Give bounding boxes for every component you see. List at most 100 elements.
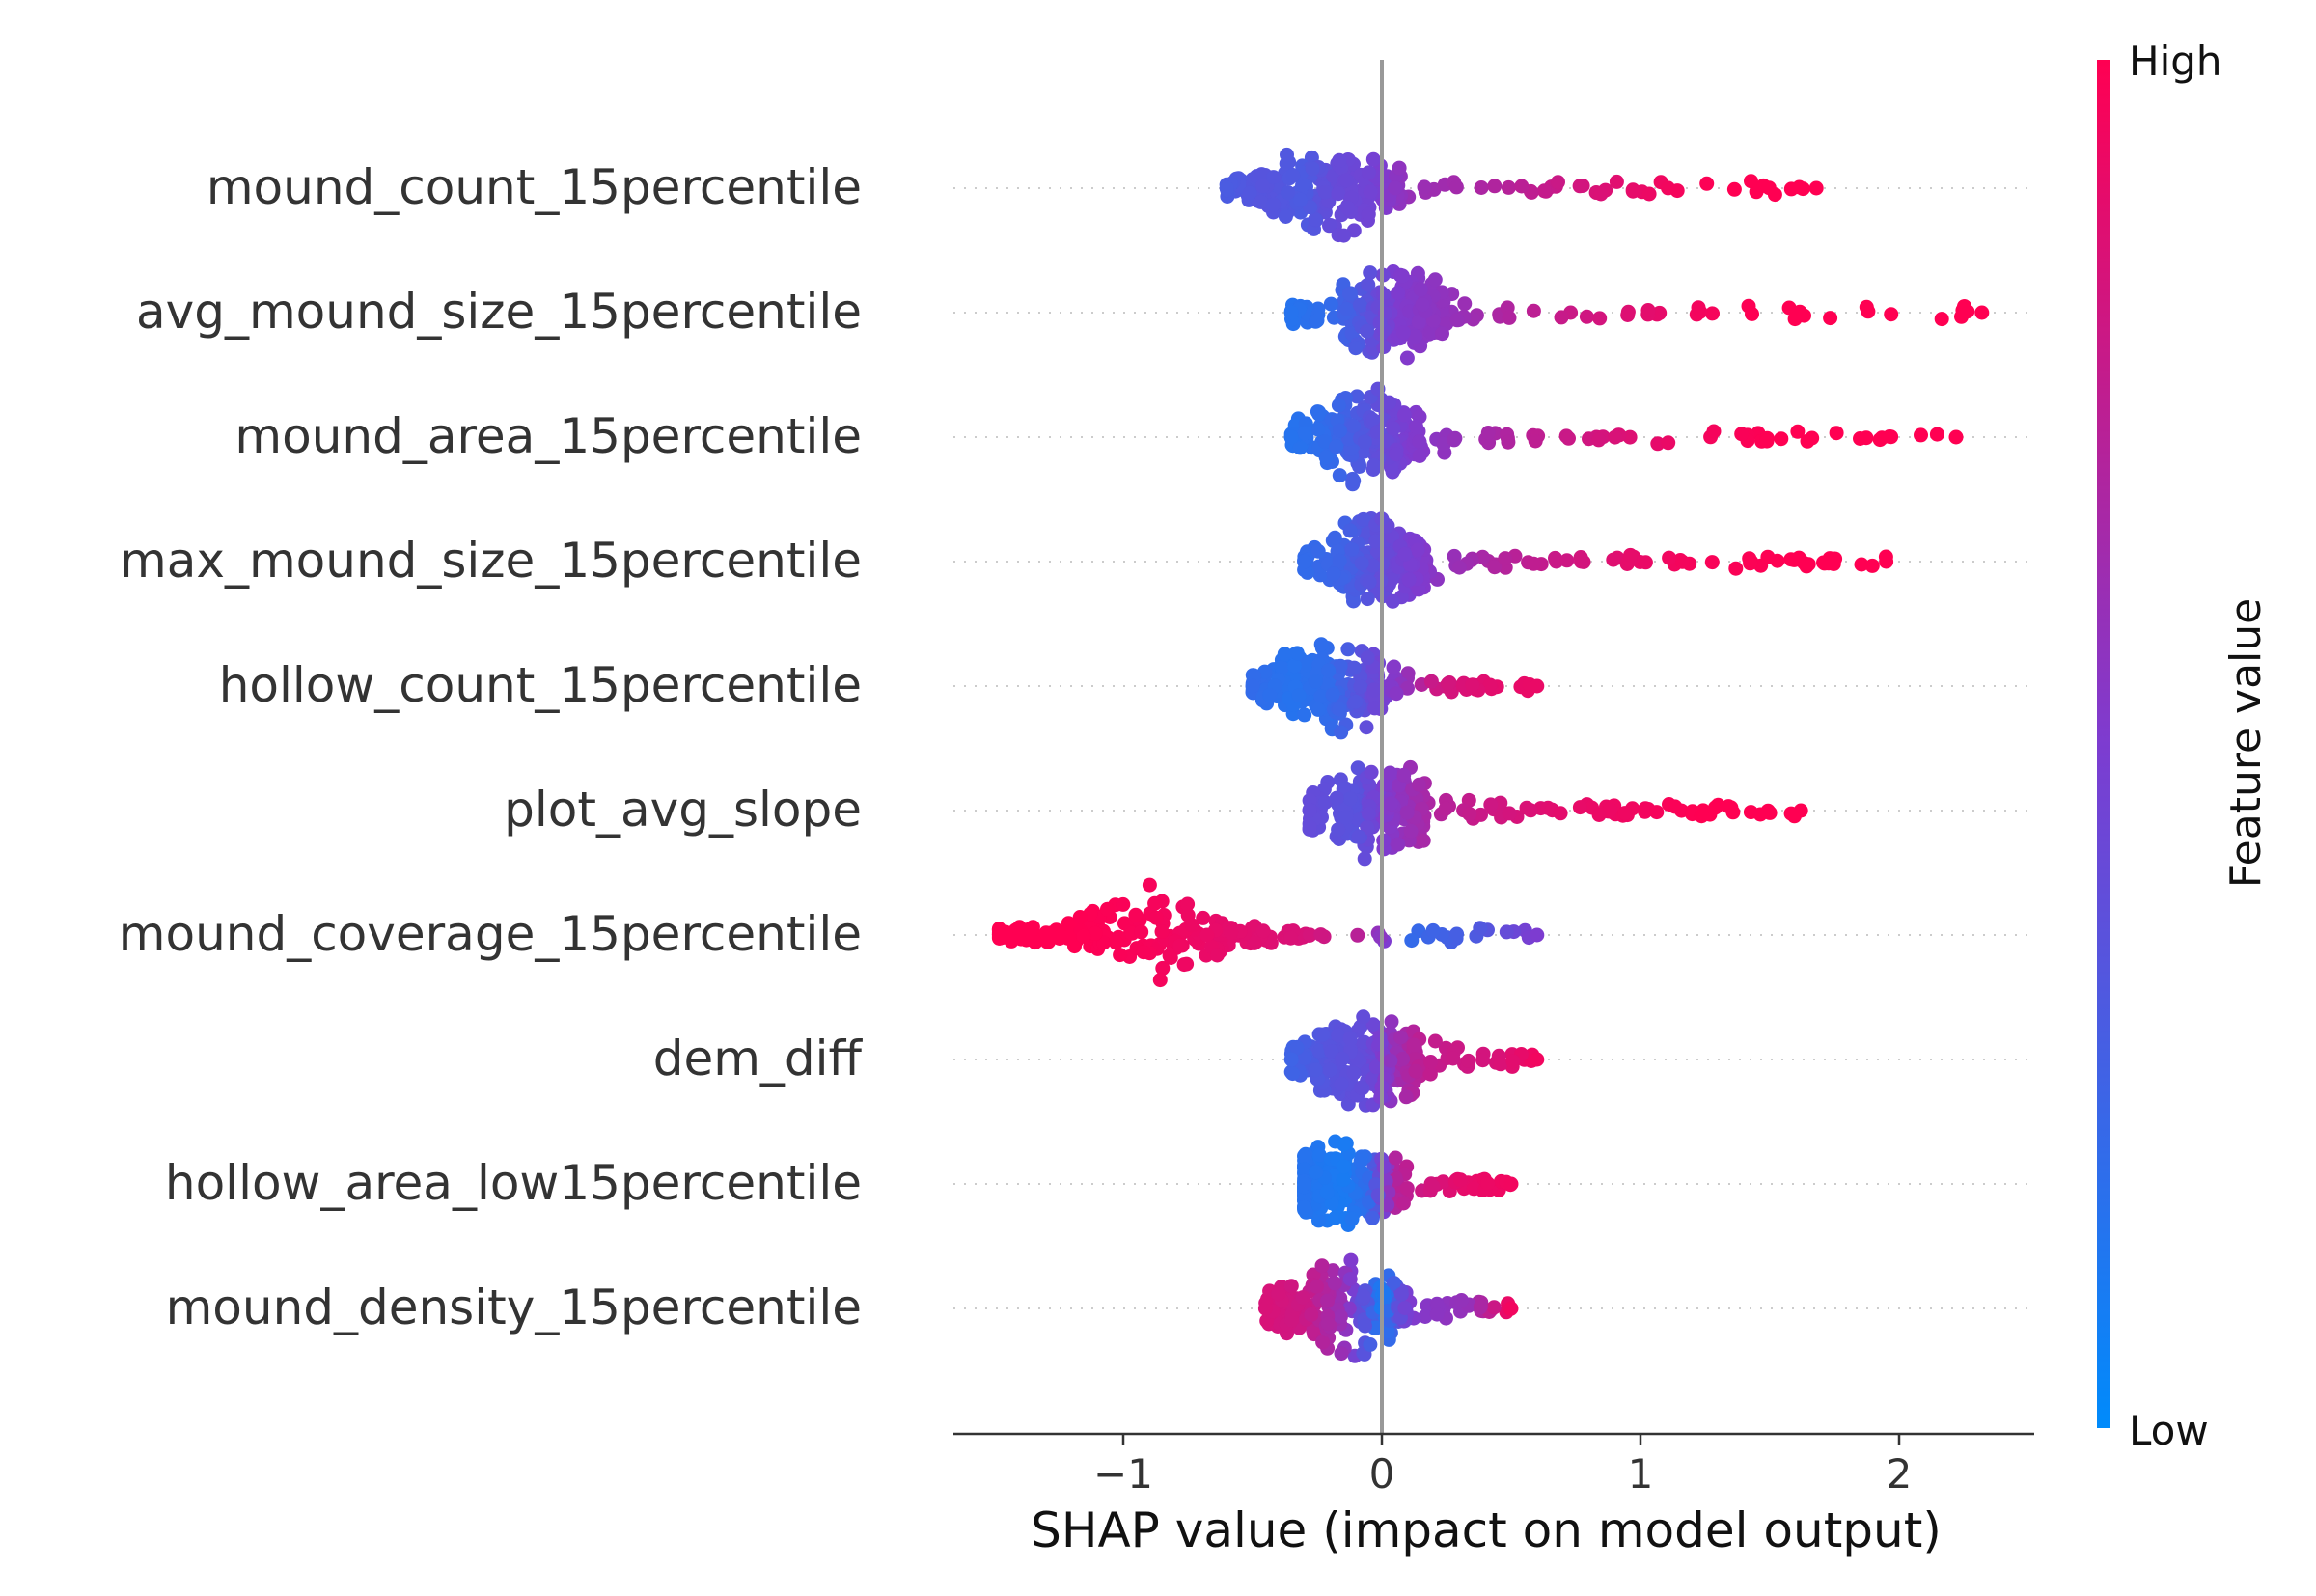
- shap-point: [1333, 658, 1348, 674]
- shap-point: [1344, 1211, 1360, 1226]
- shap-point: [1393, 1030, 1408, 1045]
- shap-point: [1053, 929, 1068, 945]
- shap-point: [1823, 311, 1838, 326]
- shap-point: [1530, 927, 1545, 943]
- shap-point: [1356, 1009, 1371, 1025]
- shap-point: [1323, 296, 1338, 312]
- shap-point: [1327, 1276, 1342, 1291]
- shap-point: [1285, 1066, 1301, 1082]
- shap-point: [1528, 433, 1543, 449]
- shap-point: [1625, 183, 1640, 199]
- shap-point: [1404, 933, 1420, 949]
- shap-point: [1096, 935, 1112, 950]
- shap-point: [1638, 801, 1653, 816]
- shap-point: [1142, 877, 1157, 893]
- shap-point: [1353, 1080, 1368, 1095]
- shap-point: [1088, 925, 1103, 941]
- shap-point: [1793, 803, 1808, 818]
- shap-point: [1349, 389, 1365, 404]
- shap-point: [1447, 432, 1462, 448]
- shap-point: [1352, 297, 1367, 313]
- shap-point: [1295, 1290, 1310, 1306]
- shap-point: [1498, 551, 1513, 566]
- shap-point: [1302, 927, 1317, 943]
- shap-point: [1391, 837, 1406, 852]
- colorbar-high-label: High: [2129, 38, 2222, 85]
- shap-point: [1283, 429, 1299, 445]
- shap-point: [1380, 1324, 1395, 1339]
- shap-point: [1245, 678, 1260, 694]
- shap-point: [1297, 707, 1312, 723]
- shap-point: [1304, 1307, 1319, 1322]
- shap-point: [1435, 326, 1449, 342]
- shap-point: [1185, 918, 1199, 933]
- shap-point: [1408, 329, 1423, 344]
- shap-point: [1425, 922, 1441, 938]
- shap-point: [1661, 435, 1676, 451]
- shap-point: [1342, 1031, 1358, 1046]
- shap-point: [1361, 277, 1376, 292]
- shap-point: [1662, 550, 1677, 565]
- shap-point: [1335, 1051, 1350, 1066]
- feature-points: [1297, 1134, 1519, 1232]
- shap-point: [1180, 896, 1196, 912]
- shap-points: [991, 147, 1990, 1363]
- feature-label: avg_mound_size_15percentile: [136, 284, 862, 340]
- shap-point: [1743, 556, 1758, 571]
- shap-point: [1669, 183, 1685, 199]
- shap-point: [1705, 306, 1720, 321]
- shap-point: [1728, 561, 1744, 576]
- shap-point: [1278, 209, 1293, 224]
- shap-point: [1864, 558, 1880, 573]
- shap-point: [1530, 1052, 1545, 1067]
- shap-point: [1224, 924, 1239, 940]
- shap-point: [1759, 433, 1775, 449]
- shap-point: [1675, 554, 1690, 569]
- shap-point: [1315, 1335, 1331, 1350]
- feature-points: [1283, 264, 1990, 366]
- shap-point: [1360, 323, 1375, 339]
- shap-point: [1699, 176, 1715, 191]
- shap-point: [1346, 419, 1361, 434]
- shap-point: [1422, 324, 1438, 340]
- shap-point: [1801, 557, 1816, 572]
- shap-point: [1297, 554, 1312, 569]
- shap-point: [1297, 1176, 1312, 1192]
- shap-point: [1354, 556, 1369, 571]
- shap-point: [1706, 424, 1722, 439]
- feature-label: max_mound_size_15percentile: [120, 533, 862, 589]
- shap-point: [1283, 930, 1299, 946]
- shap-point: [1367, 701, 1383, 716]
- shap-point: [1072, 910, 1088, 924]
- shap-point: [1113, 948, 1128, 963]
- shap-point: [1704, 555, 1720, 570]
- shap-point: [1325, 1263, 1340, 1279]
- feature-points: [1257, 1252, 1519, 1363]
- shap-point: [1668, 799, 1683, 814]
- shap-point: [1579, 309, 1594, 324]
- shap-point: [1480, 426, 1496, 440]
- shap-point: [1364, 764, 1379, 780]
- shap-point: [1254, 194, 1269, 209]
- shap-point: [1360, 650, 1375, 666]
- shap-point: [1331, 398, 1346, 413]
- shap-point: [1343, 1252, 1359, 1268]
- x-axis: −1 0 1 2: [953, 1432, 2034, 1498]
- shap-point: [991, 927, 1006, 943]
- shap-point: [1388, 180, 1403, 196]
- shap-point: [1787, 312, 1803, 327]
- shap-point: [1317, 184, 1333, 200]
- shap-point: [1383, 1053, 1398, 1068]
- shap-point: [1358, 1318, 1372, 1334]
- shap-point: [1329, 790, 1344, 806]
- shap-point: [1148, 910, 1164, 925]
- shap-point: [1356, 511, 1371, 527]
- shap-point: [1386, 1276, 1401, 1291]
- shap-point: [1338, 173, 1354, 188]
- shap-point: [1752, 807, 1768, 822]
- shap-point: [1176, 957, 1192, 973]
- shap-point: [1609, 174, 1624, 189]
- shap-point: [1199, 927, 1215, 943]
- shap-point: [1319, 1185, 1335, 1200]
